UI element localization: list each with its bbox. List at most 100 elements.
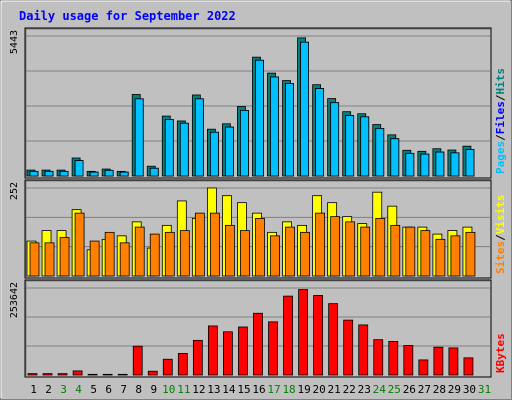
bar-sites-day-25: [390, 224, 401, 277]
day-label-19: 19: [297, 383, 310, 396]
day-label-5: 5: [90, 383, 97, 396]
bar-pages-day-21: [330, 102, 340, 177]
day-label-17: 17: [267, 383, 280, 396]
chart-title: Daily usage for September 2022: [19, 9, 236, 23]
bar-kbytes-day-17: [268, 321, 278, 376]
bar-sites-day-1: [29, 242, 40, 277]
bar-sites-day-3: [59, 237, 70, 277]
bar-kbytes-day-2: [42, 373, 53, 376]
bar-pages-day-5: [89, 171, 99, 177]
bar-pages-day-15: [240, 110, 249, 177]
bar-sites-day-10: [164, 231, 175, 277]
bar-pages-day-7: [119, 171, 129, 177]
bar-pages-day-19: [300, 41, 309, 177]
bar-kbytes-day-28: [433, 346, 444, 376]
day-label-4: 4: [75, 383, 82, 396]
day-label-6: 6: [105, 383, 112, 396]
side-label-visits-sites: Sites/Visits: [494, 195, 507, 275]
side-label-segment: Visits: [494, 195, 507, 235]
side-label-segment: Hits: [494, 68, 507, 95]
bar-kbytes-day-27: [418, 359, 429, 376]
side-label-segment: Pages: [494, 141, 507, 174]
bar-sites-day-23: [360, 226, 371, 277]
bar-pages-day-22: [345, 115, 355, 177]
bar-kbytes-day-12: [192, 339, 203, 376]
bar-pages-day-4: [74, 160, 84, 177]
bar-pages-day-17: [270, 76, 279, 177]
day-label-21: 21: [328, 383, 341, 396]
side-label-segment: KBytes: [494, 333, 507, 373]
bar-kbytes-day-7: [117, 373, 128, 376]
bar-kbytes-day-29: [448, 347, 459, 376]
bar-kbytes-day-11: [177, 352, 188, 376]
bar-kbytes-day-19: [298, 289, 308, 376]
bar-pages-day-25: [390, 138, 400, 177]
side-label-segment: Files: [494, 101, 507, 134]
side-label-segment: /: [494, 94, 507, 101]
bar-kbytes-day-3: [57, 373, 68, 376]
day-label-16: 16: [252, 383, 265, 396]
bar-pages-day-20: [315, 88, 325, 177]
day-label-29: 29: [448, 383, 461, 396]
bar-kbytes-day-18: [283, 295, 293, 376]
bar-sites-day-28: [435, 238, 446, 277]
day-axis-labels: 1 2 3 4 5 6 7 8 9 10 11 12 13 14 15 16 17 18 19 20 21 22 23 24 2…: [30, 383, 491, 396]
bar-sites-day-17: [270, 235, 280, 277]
day-label-14: 14: [222, 383, 236, 396]
y-max-label: 5443: [9, 30, 20, 54]
bar-kbytes-day-26: [403, 345, 414, 376]
bar-pages-day-2: [44, 170, 54, 177]
day-label-9: 9: [150, 383, 157, 396]
bar-sites-day-16: [255, 217, 265, 277]
bar-kbytes-day-30: [463, 357, 474, 376]
bar-sites-day-6: [104, 231, 115, 277]
bar-kbytes-day-14: [223, 331, 233, 376]
chart-panels: 5443Pages/Files/Hits252Sites/Visits25364…: [9, 27, 507, 378]
day-label-18: 18: [282, 383, 295, 396]
bar-kbytes-day-5: [87, 373, 98, 376]
bar-sites-day-15: [240, 230, 250, 277]
day-label-13: 13: [207, 383, 220, 396]
bar-pages-day-1: [29, 170, 39, 177]
bar-sites-day-8: [134, 226, 145, 277]
bar-kbytes-day-6: [102, 373, 113, 376]
bar-pages-day-3: [59, 170, 69, 177]
panel-kbytes: 253642 KBytes: [9, 279, 507, 378]
bar-kbytes-day-4: [72, 370, 83, 376]
bar-pages-day-26: [405, 152, 415, 177]
day-label-1: 1: [30, 383, 37, 396]
bar-pages-day-6: [104, 169, 114, 177]
day-label-30: 30: [463, 383, 476, 396]
bar-sites-day-22: [345, 221, 356, 277]
bar-kbytes-day-15: [238, 326, 248, 376]
bar-kbytes-day-21: [328, 303, 339, 376]
bar-kbytes-day-24: [373, 339, 384, 376]
day-label-27: 27: [418, 383, 431, 396]
bar-kbytes-day-25: [388, 340, 399, 376]
bar-sites-day-27: [420, 230, 431, 277]
bar-pages-day-14: [225, 126, 234, 177]
day-label-25: 25: [388, 383, 401, 396]
day-label-7: 7: [120, 383, 127, 396]
bar-kbytes-day-16: [253, 312, 263, 376]
bar-sites-day-5: [89, 240, 100, 277]
day-label-28: 28: [433, 383, 446, 396]
day-label-10: 10: [162, 383, 175, 396]
bar-kbytes-day-8: [132, 345, 143, 376]
bar-pages-day-11: [179, 122, 189, 177]
bar-sites-day-11: [179, 230, 190, 277]
bar-sites-day-7: [119, 242, 130, 277]
bar-kbytes-day-9: [147, 370, 158, 376]
bar-sites-day-4: [74, 212, 85, 277]
panel-visits-sites: 252 Sites/Visits: [9, 179, 507, 279]
day-label-12: 12: [192, 383, 205, 396]
day-label-24: 24: [373, 383, 387, 396]
day-label-11: 11: [177, 383, 190, 396]
day-label-23: 23: [358, 383, 371, 396]
bar-sites-day-21: [330, 216, 341, 277]
day-label-2: 2: [45, 383, 52, 396]
bar-kbytes-day-23: [358, 324, 369, 376]
bar-kbytes-day-20: [313, 295, 324, 376]
bar-pages-day-12: [194, 98, 204, 177]
